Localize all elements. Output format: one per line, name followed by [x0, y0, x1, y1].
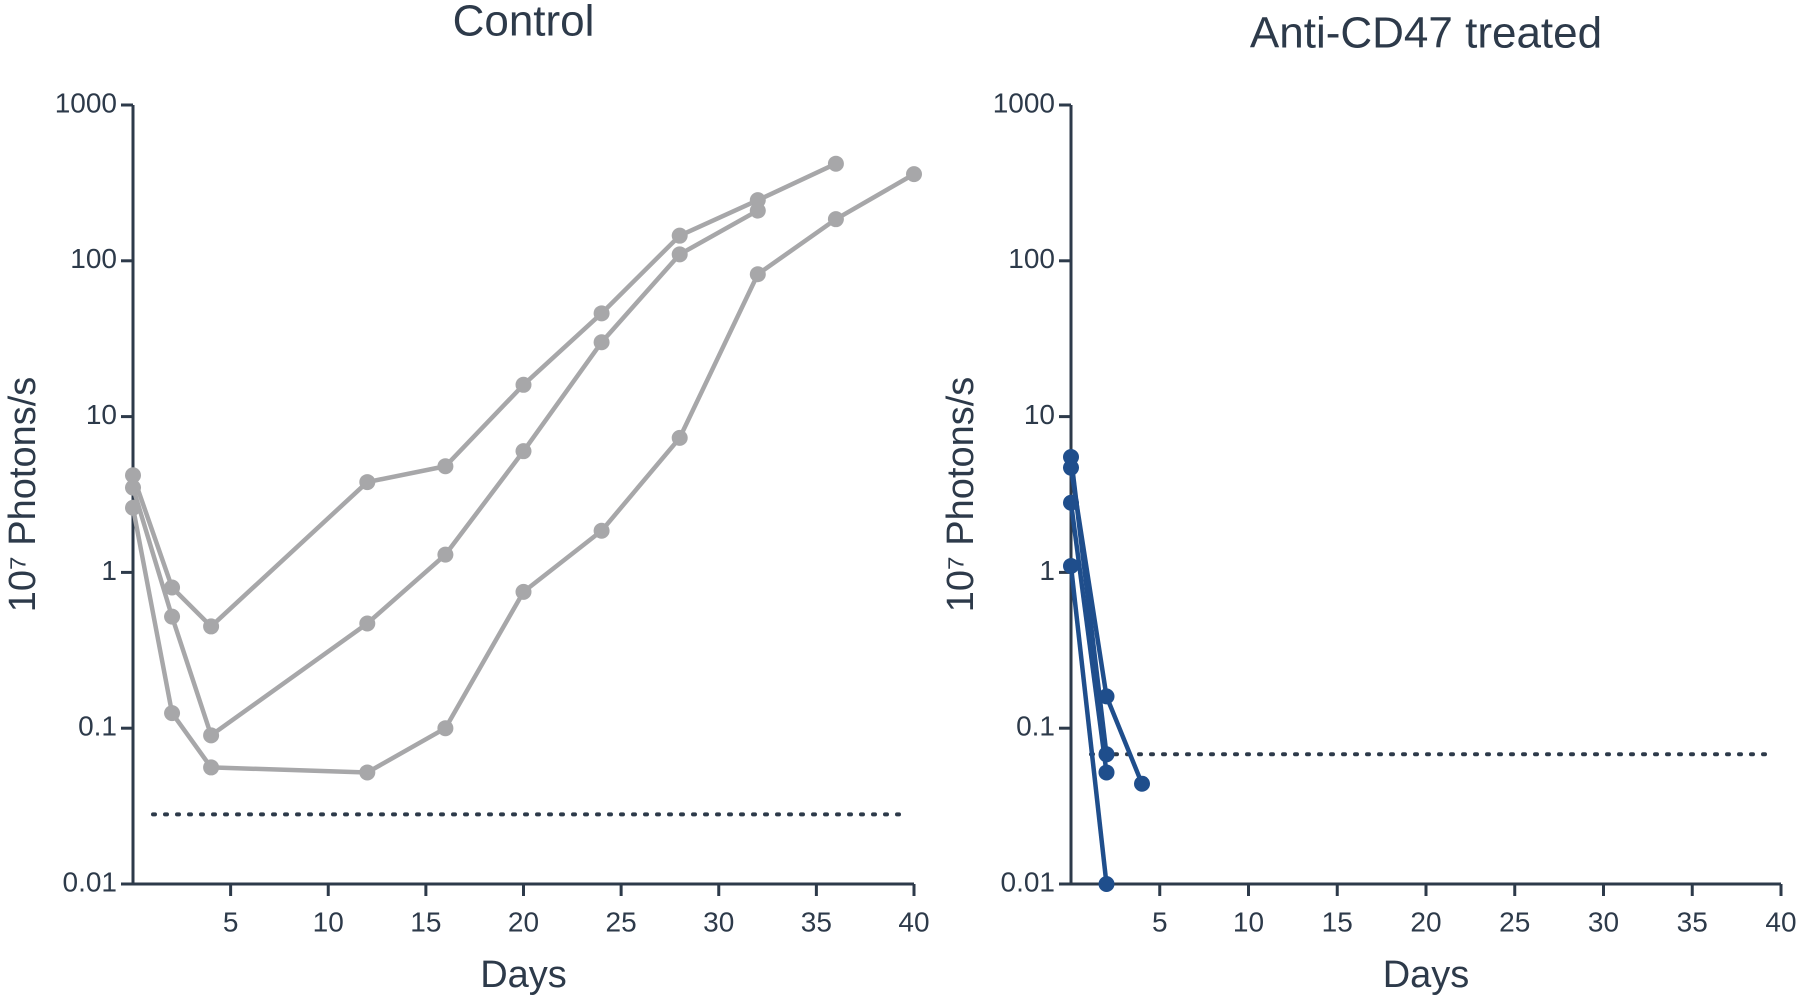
data-point: [1098, 764, 1115, 781]
x-axis-label: Days: [1383, 954, 1470, 996]
data-point: [359, 474, 376, 491]
data-point: [164, 608, 181, 625]
y-tick-label: 10: [1024, 399, 1055, 430]
x-tick-label: 10: [1233, 906, 1264, 937]
y-axis-label: 10⁷ Photons/s: [2, 377, 44, 613]
series-line: [1068, 565, 1109, 885]
x-tick-label: 5: [1152, 906, 1168, 937]
x-tick-label: 35: [1677, 906, 1708, 937]
data-point: [203, 727, 220, 744]
x-tick-label: 25: [606, 906, 637, 937]
data-point: [1134, 775, 1150, 792]
y-axis-label: 10⁷ Photons/s: [940, 377, 982, 613]
data-point: [593, 334, 610, 351]
data-point: [164, 705, 181, 722]
data-point: [164, 579, 181, 596]
x-tick-label: 40: [898, 906, 929, 937]
y-tick-label: 0.01: [63, 866, 118, 897]
data-point: [671, 227, 688, 244]
data-point: [749, 202, 766, 219]
data-point: [827, 211, 844, 228]
x-tick-label: 5: [223, 906, 239, 937]
data-point: [203, 618, 220, 635]
chart-title: Anti-CD47 treated: [1250, 9, 1602, 58]
chart-title: Control: [453, 0, 595, 46]
y-tick-label: 1000: [55, 87, 117, 118]
x-tick-label: 15: [410, 906, 441, 937]
x-tick-label: 20: [1410, 906, 1441, 937]
data-point: [437, 546, 454, 563]
data-point: [749, 266, 766, 283]
x-tick-label: 40: [1765, 906, 1796, 937]
data-point: [125, 479, 141, 496]
x-axis-label: Days: [480, 954, 567, 996]
x-tick-label: 35: [801, 906, 832, 937]
data-point: [203, 759, 220, 776]
x-tick-label: 15: [1322, 906, 1353, 937]
data-point: [359, 615, 376, 632]
x-tick-label: 10: [313, 906, 344, 937]
data-point: [593, 305, 610, 322]
y-tick-label: 100: [1008, 243, 1055, 274]
data-point: [1098, 688, 1115, 705]
data-point: [1063, 557, 1079, 574]
x-tick-label: 20: [508, 906, 539, 937]
data-point: [515, 443, 532, 460]
series-line: [130, 172, 916, 775]
data-point: [593, 522, 610, 539]
y-tick-label: 100: [70, 243, 117, 274]
y-tick-label: 1: [101, 555, 117, 586]
data-point: [827, 155, 844, 172]
data-point: [359, 764, 376, 781]
y-tick-label: 0.1: [1016, 711, 1055, 742]
y-tick-label: 1000: [993, 87, 1055, 118]
data-point: [437, 458, 454, 475]
series-line: [130, 161, 837, 629]
x-tick-label: 25: [1499, 906, 1530, 937]
y-tick-label: 0.1: [78, 711, 117, 742]
data-point: [906, 166, 922, 183]
data-point: [1063, 459, 1079, 476]
data-point: [437, 720, 454, 737]
y-tick-label: 0.01: [1001, 866, 1056, 897]
x-tick-label: 30: [1588, 906, 1619, 937]
x-tick-label: 30: [703, 906, 734, 937]
series-line: [1068, 502, 1109, 773]
data-point: [515, 583, 532, 600]
data-point: [125, 467, 141, 484]
data-point: [1098, 876, 1115, 892]
data-point: [671, 429, 688, 446]
y-tick-label: 10: [86, 399, 117, 430]
y-tick-label: 1: [1039, 555, 1055, 586]
data-point: [515, 376, 532, 393]
data-point: [1063, 494, 1079, 511]
data-point: [125, 499, 141, 516]
data-point: [671, 246, 688, 263]
